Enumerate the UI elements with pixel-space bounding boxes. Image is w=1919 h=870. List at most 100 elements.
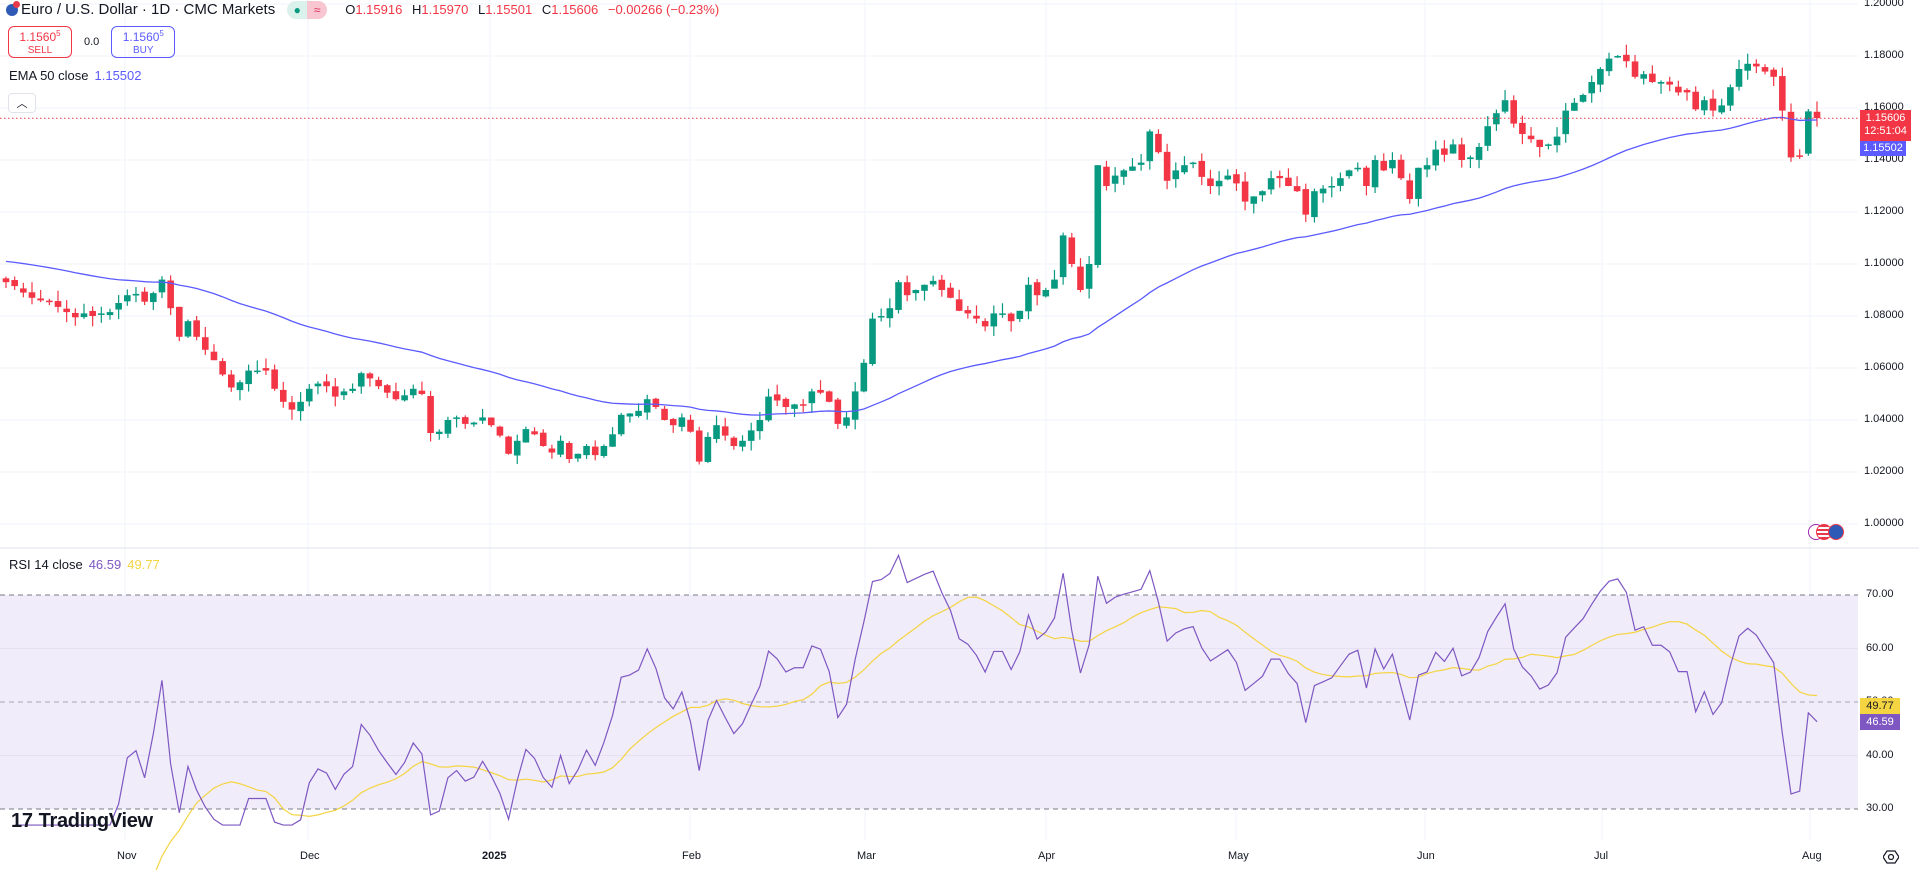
candle	[54, 301, 62, 307]
eu-flag-icon[interactable]	[1828, 524, 1844, 540]
collapse-legend-button[interactable]: ︿	[8, 93, 36, 113]
candle	[1311, 191, 1318, 218]
candle	[193, 320, 200, 337]
candle	[730, 437, 738, 446]
candle	[158, 279, 166, 293]
gear-icon[interactable]	[1883, 849, 1899, 865]
candle	[461, 417, 469, 424]
candle	[1761, 67, 1769, 72]
ema-legend[interactable]: EMA 50 close 1.15502	[9, 68, 142, 83]
candle	[973, 315, 980, 319]
candle	[1207, 178, 1214, 186]
candle	[999, 313, 1006, 315]
candle	[453, 417, 460, 419]
candle	[990, 313, 998, 327]
candle	[1267, 178, 1275, 190]
candle	[37, 298, 44, 301]
candle	[1233, 174, 1240, 184]
candle	[115, 303, 122, 310]
candle	[279, 389, 287, 402]
candle	[288, 402, 296, 410]
candle	[375, 379, 382, 387]
candle	[557, 440, 564, 455]
candle	[1805, 111, 1812, 154]
candle	[1397, 159, 1405, 179]
candle	[418, 390, 426, 394]
market-status[interactable]: ● ≈	[287, 1, 328, 19]
rsi-tag: 46.59	[1860, 714, 1900, 730]
candle	[661, 408, 668, 420]
candle	[600, 446, 608, 456]
candle	[167, 280, 174, 309]
candle	[1042, 290, 1050, 297]
candle	[1319, 188, 1327, 194]
candle	[383, 385, 391, 393]
candle	[1536, 139, 1544, 147]
candle	[513, 440, 521, 456]
candle	[505, 436, 512, 454]
time-axis-label: Mar	[857, 850, 876, 862]
sell-button[interactable]: 1.15605 SELL	[8, 26, 72, 58]
candle	[981, 321, 989, 327]
candle	[1597, 69, 1604, 85]
candle	[886, 308, 894, 319]
candle	[1449, 144, 1457, 154]
candle	[444, 420, 452, 434]
ema-price-tag: 1.15502	[1860, 141, 1906, 156]
candle	[756, 420, 764, 432]
candle	[938, 279, 946, 290]
candle	[1727, 87, 1734, 106]
candle	[721, 426, 729, 436]
candle	[1302, 189, 1310, 215]
candle	[539, 432, 547, 446]
candle	[1337, 178, 1344, 186]
candle	[201, 337, 209, 350]
price-axis-label: 1.00000	[1864, 517, 1904, 529]
time-axis-label: Dec	[300, 850, 320, 862]
buy-button[interactable]: 1.15605 BUY	[111, 26, 176, 58]
candle	[1744, 63, 1751, 71]
candle	[253, 370, 261, 373]
candle	[860, 362, 868, 392]
candle	[1493, 113, 1500, 125]
symbol-legend: Euro / U.S. Dollar · 1D · CMC Markets ● …	[6, 0, 725, 20]
candle	[479, 417, 486, 421]
candle	[331, 386, 339, 397]
candle	[1796, 155, 1803, 157]
candle	[1103, 166, 1110, 186]
candle	[1735, 69, 1743, 87]
candle	[739, 440, 746, 447]
candle	[297, 401, 304, 412]
candle	[713, 425, 720, 440]
candle	[825, 391, 833, 402]
candle	[487, 417, 495, 426]
candle	[1198, 160, 1206, 177]
candle	[1666, 81, 1673, 85]
price-axis-label: 1.18000	[1864, 49, 1904, 61]
candle	[643, 399, 651, 413]
time-axis-label: Jun	[1417, 850, 1435, 862]
candle	[1389, 160, 1396, 169]
rsi-legend[interactable]: RSI 14 close 46.59 49.77	[9, 557, 160, 572]
candle	[1623, 54, 1630, 62]
tradingview-logo[interactable]: 17 TradingView	[11, 810, 153, 832]
candle	[1588, 82, 1596, 94]
candle	[808, 391, 816, 404]
candle	[1189, 162, 1197, 165]
candle	[219, 361, 226, 375]
price-axis-label: 1.10000	[1864, 257, 1904, 269]
event-flags[interactable]	[1808, 524, 1844, 540]
candle	[20, 288, 27, 293]
candle	[765, 396, 772, 421]
candle	[496, 426, 504, 436]
candle	[1631, 61, 1639, 77]
candle	[1813, 111, 1821, 119]
candle	[435, 431, 443, 435]
candle	[565, 442, 573, 459]
rsi-axis-label: 70.00	[1866, 588, 1894, 600]
last-price-tag: 1.15606 12:51:04	[1860, 110, 1911, 141]
symbol-title[interactable]: Euro / U.S. Dollar · 1D · CMC Markets	[21, 1, 276, 18]
candle	[869, 318, 876, 365]
candle	[955, 299, 963, 311]
